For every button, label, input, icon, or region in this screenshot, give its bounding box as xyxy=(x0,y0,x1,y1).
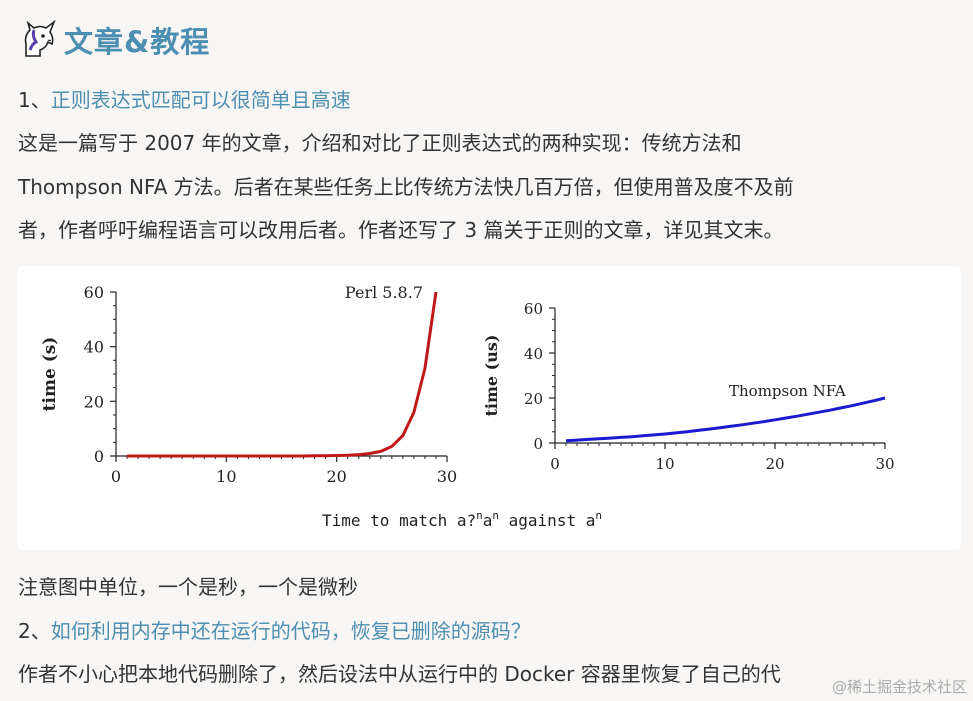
section-heading: 文章&教程 xyxy=(18,18,210,62)
item1-paragraph-line: Thompson NFA 方法。后者在某些任务上比传统方法快几百万倍，但使用普及… xyxy=(18,175,794,199)
x-tick-label: 20 xyxy=(765,455,784,473)
y-tick-label: 0 xyxy=(94,447,104,466)
series-label: Thompson NFA xyxy=(729,382,846,400)
caption-part: against a xyxy=(499,511,595,530)
item1-number: 1、 xyxy=(18,88,51,112)
caption-part: Time to match a? xyxy=(322,511,476,530)
y-axis-label: time (s) xyxy=(40,337,60,412)
section-title: 文章&教程 xyxy=(64,25,211,59)
x-tick-label: 0 xyxy=(111,467,121,486)
x-tick-label: 30 xyxy=(437,467,457,486)
series-line xyxy=(127,291,438,458)
x-tick-label: 30 xyxy=(875,455,894,473)
chart-thompson: 0 20 40 60 0 10 20 30 time (us) Thompson NFA xyxy=(482,300,895,473)
series-label: Perl 5.8.7 xyxy=(345,283,423,302)
caption-sup: n xyxy=(476,509,483,522)
y-tick-label: 20 xyxy=(524,390,543,408)
unicorn-icon xyxy=(24,20,56,57)
item2-heading: 2、如何利用内存中还在运行的代码，恢复已删除的源码？ xyxy=(18,616,531,646)
x-tick-label: 0 xyxy=(550,455,560,473)
item1-paragraph-line: 者，作者呼吁编程语言可以改用后者。作者还写了 3 篇关于正则的文章，详见其文末。 xyxy=(18,218,784,242)
item1-paragraph-line: 这是一篇写于 2007 年的文章，介绍和对比了正则表达式的两种实现：传统方法和 xyxy=(18,131,742,155)
caption-part: a xyxy=(483,511,493,530)
x-tick-label: 10 xyxy=(655,455,674,473)
y-tick-label: 40 xyxy=(524,345,543,363)
y-tick-label: 40 xyxy=(84,338,104,357)
watermark: @稀土掘金技术社区 xyxy=(831,678,967,696)
item1-heading: 1、正则表达式匹配可以很简单且高速 xyxy=(18,85,351,115)
y-tick-label: 0 xyxy=(533,435,543,453)
item2-paragraph-line: 作者不小心把本地代码删除了，然后设法中从运行中的 Docker 容器里恢复了自己… xyxy=(18,662,781,686)
item1-link[interactable]: 正则表达式匹配可以很简单且高速 xyxy=(50,88,351,112)
y-tick-label: 60 xyxy=(84,283,104,302)
item2-link[interactable]: 如何利用内存中还在运行的代码，恢复已删除的源码？ xyxy=(50,619,531,643)
caption-sup: n xyxy=(492,509,499,522)
figure-card: 0 20 40 60 0 10 20 30 time (s) Perl 5.8.7 0 20 40 60… xyxy=(17,266,961,550)
x-tick-label: 10 xyxy=(216,467,236,486)
y-axis-label: time (us) xyxy=(482,335,501,417)
item2-number: 2、 xyxy=(18,619,51,643)
figure-caption: Time to match a?nan against an xyxy=(322,509,602,530)
x-tick-label: 20 xyxy=(326,467,346,486)
chart-perl: 0 20 40 60 0 10 20 30 time (s) Perl 5.8.7 xyxy=(40,283,457,486)
figure-svg: 0 20 40 60 0 10 20 30 time (s) Perl 5.8.7 0 20 40 60… xyxy=(40,283,895,530)
y-tick-label: 60 xyxy=(524,300,543,318)
y-tick-label: 20 xyxy=(84,392,104,411)
figure-note: 注意图中单位，一个是秒，一个是微秒 xyxy=(18,575,358,599)
caption-sup: n xyxy=(595,509,602,522)
series-line xyxy=(565,396,886,443)
